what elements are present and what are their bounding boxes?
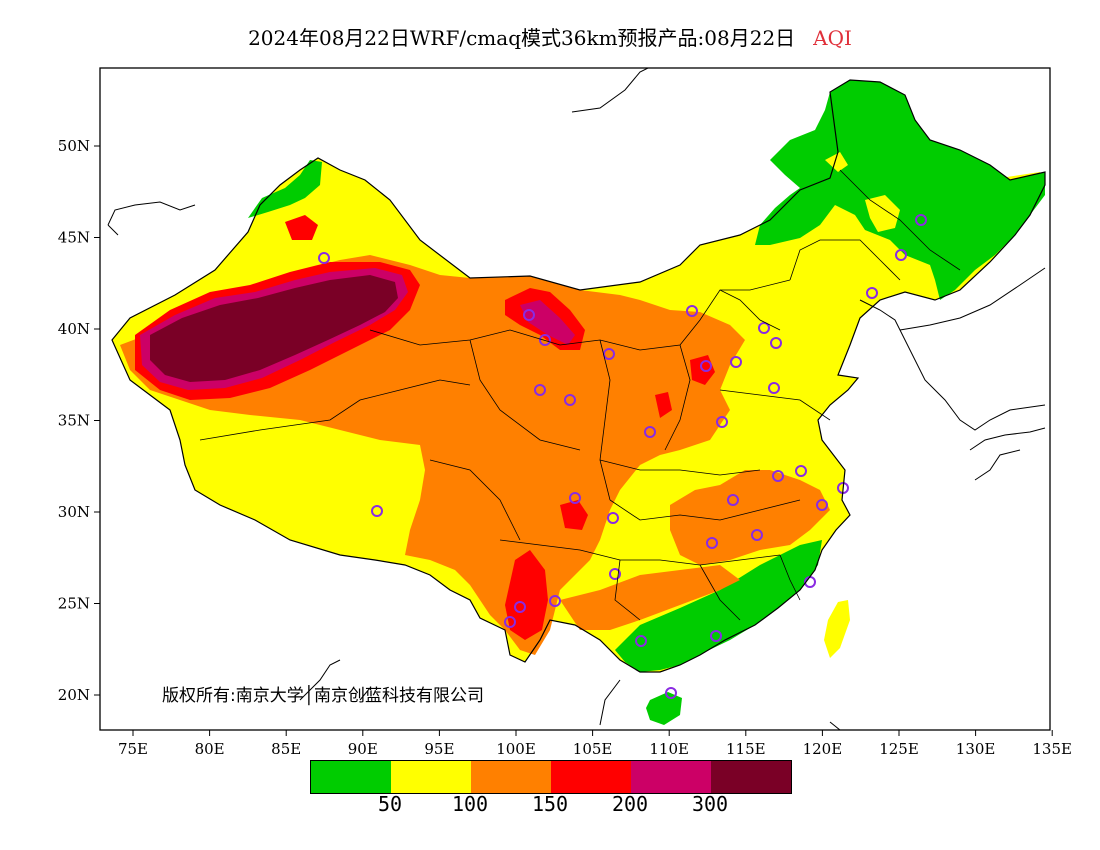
station-marker [727, 494, 739, 506]
station-marker [730, 356, 742, 368]
station-marker [706, 537, 718, 549]
station-marker [609, 568, 621, 580]
legend-swatch-orange [471, 761, 551, 793]
legend-swatch-red [551, 761, 631, 793]
aqi-zone-magenta-ordos [520, 300, 575, 345]
y-tick-label: 25N [58, 595, 90, 613]
station-marker [534, 384, 546, 396]
aqi-zone-red-yunnan [505, 550, 548, 640]
legend-label: 100 [451, 792, 489, 816]
x-tick-label: 75E [118, 740, 148, 758]
aqi-zone-red-sichuan [560, 500, 588, 530]
station-marker [915, 214, 927, 226]
station-marker [523, 309, 535, 321]
y-tick-label: 35N [58, 412, 90, 430]
station-marker [751, 529, 763, 541]
aqi-zone-yellow-northeast [865, 195, 900, 232]
title-main: 2024年08月22日WRF/cmaq模式36km预报产品:08月22日 [248, 26, 796, 50]
x-tick-label: 120E [803, 740, 843, 758]
province-boundaries [199, 169, 961, 621]
y-tick-label: 30N [58, 503, 90, 521]
title-variable: AQI [813, 26, 852, 50]
station-marker [866, 287, 878, 299]
aqi-zone-yellow-taiwan [824, 600, 850, 658]
x-tick-label: 85E [271, 740, 301, 758]
station-marker [795, 465, 807, 477]
station-marker [569, 492, 581, 504]
map-frame [99, 67, 1051, 731]
station-marker [318, 252, 330, 264]
legend-swatch-magenta [631, 761, 711, 793]
aqi-zone-maroon-tarim [150, 275, 398, 382]
monitoring-stations [318, 214, 927, 699]
x-tick-label: 130E [956, 740, 996, 758]
aqi-legend [310, 760, 792, 794]
copyright-text: 版权所有:南京大学│南京创蓝科技有限公司 [162, 686, 484, 706]
aqi-zone-green-northwest [248, 160, 322, 218]
aqi-zone-orange-east [670, 470, 830, 565]
y-tick-label: 40N [58, 320, 90, 338]
legend-swatch-green [311, 761, 391, 793]
station-marker [549, 595, 561, 607]
x-tick-label: 135E [1032, 740, 1072, 758]
aqi-zone-green-northeast [755, 80, 1045, 300]
aqi-zone-red-north-xj [285, 215, 318, 240]
station-marker [371, 505, 383, 517]
aqi-zone-green-south [615, 540, 822, 672]
x-tick-label: 90E [348, 740, 378, 758]
station-marker [607, 512, 619, 524]
y-tick-label: 20N [58, 686, 90, 704]
station-marker [686, 305, 698, 317]
station-marker [895, 249, 907, 261]
y-tick-label: 45N [58, 229, 90, 247]
china-outline [111, 79, 1046, 673]
station-marker [716, 416, 728, 428]
station-marker [504, 616, 516, 628]
station-marker [539, 334, 551, 346]
x-tick-label: 95E [424, 740, 454, 758]
y-tick-label: 50N [58, 137, 90, 155]
station-marker [635, 635, 647, 647]
station-marker [768, 382, 780, 394]
station-marker [772, 470, 784, 482]
legend-label: 300 [691, 792, 729, 816]
map-axes: 75E 80E 85E 90E 95E 100E 105E 110E 115E 120E 125E 1… [58, 137, 1072, 758]
station-marker [644, 426, 656, 438]
station-marker [603, 348, 615, 360]
x-tick-label: 125E [879, 740, 919, 758]
station-marker [758, 322, 770, 334]
x-tick-label: 115E [726, 740, 766, 758]
station-marker [710, 630, 722, 642]
aqi-field [107, 68, 1046, 730]
aqi-zone-orange-se [560, 565, 740, 630]
legend-label: 150 [531, 792, 569, 816]
aqi-zone-yellow-ne2 [825, 152, 848, 172]
x-tick-label: 100E [496, 740, 536, 758]
station-marker [514, 601, 526, 613]
station-marker [770, 337, 782, 349]
station-marker [700, 360, 712, 372]
x-tick-label: 80E [195, 740, 225, 758]
x-tick-label: 105E [573, 740, 613, 758]
legend-label: 200 [611, 792, 649, 816]
map-title: 2024年08月22日WRF/cmaq模式36km预报产品:08月22日 AQI [0, 22, 1100, 51]
legend-label: 50 [377, 792, 403, 816]
station-marker [564, 394, 576, 406]
legend-swatch-yellow [391, 761, 471, 793]
aqi-zone-red-shaanxi [655, 392, 672, 418]
legend-labels: 50 100 150 200 300 [0, 792, 1100, 822]
station-marker [665, 687, 677, 699]
neighbor-coastlines [107, 68, 1046, 730]
station-marker [816, 499, 828, 511]
aqi-zone-green-hainan [646, 692, 682, 725]
legend-swatch-maroon [711, 761, 791, 793]
x-tick-label: 110E [649, 740, 689, 758]
